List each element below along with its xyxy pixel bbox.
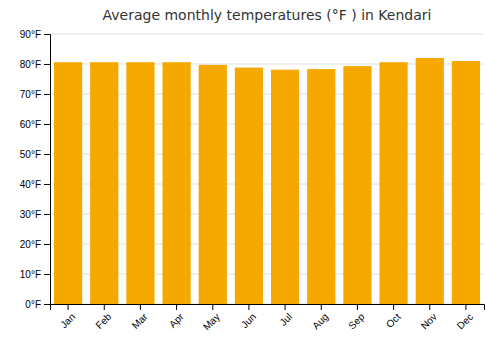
plot: 0°F 10°F 20°F 30°F 40°F 50°F 60°F 70°F 80°F 90°F J… bbox=[20, 29, 485, 333]
tick: Aug bbox=[310, 304, 330, 331]
tick-label: 0°F bbox=[25, 299, 41, 310]
grid-line bbox=[50, 34, 484, 35]
tick: Jan bbox=[58, 304, 77, 330]
tick: 70°F bbox=[20, 89, 50, 100]
tick-label: Jan bbox=[58, 311, 77, 330]
tick-mark bbox=[465, 304, 466, 310]
tick-mark bbox=[44, 214, 50, 215]
tick-mark bbox=[140, 304, 141, 310]
tick-label: Oct bbox=[384, 311, 403, 330]
tick-mark bbox=[44, 64, 50, 65]
tick: Mar bbox=[130, 304, 150, 331]
tick: 20°F bbox=[20, 239, 50, 250]
tick-mark bbox=[44, 304, 50, 305]
tick: 0°F bbox=[25, 299, 50, 310]
tick-mark bbox=[248, 304, 249, 310]
tick-mark bbox=[44, 184, 50, 185]
tick-label: 80°F bbox=[20, 59, 41, 70]
tick-label: May bbox=[201, 311, 222, 332]
y-axis: 0°F 10°F 20°F 30°F 40°F 50°F 60°F 70°F 80°F 90°F bbox=[20, 29, 51, 310]
tick-label: Jul bbox=[277, 311, 294, 328]
tick-label: 70°F bbox=[20, 89, 41, 100]
axis-line bbox=[44, 35, 51, 305]
tick-label: 40°F bbox=[20, 179, 41, 190]
tick: May bbox=[201, 304, 222, 332]
tick-label: 60°F bbox=[20, 119, 41, 130]
tick-mark bbox=[429, 304, 430, 310]
bar bbox=[416, 58, 444, 304]
tick-label: Apr bbox=[167, 311, 186, 330]
bar bbox=[271, 70, 299, 304]
bar bbox=[452, 61, 480, 304]
tick-mark bbox=[393, 304, 394, 310]
tick: Sep bbox=[346, 304, 367, 331]
tick-mark bbox=[321, 304, 322, 310]
tick-mark bbox=[44, 34, 50, 35]
tick-label: Jun bbox=[239, 311, 258, 330]
bar bbox=[54, 62, 82, 304]
bar bbox=[126, 62, 154, 304]
tick: Oct bbox=[384, 304, 403, 330]
bar bbox=[235, 68, 263, 304]
grid bbox=[50, 34, 484, 304]
tick: Jun bbox=[239, 304, 258, 330]
tick: 80°F bbox=[20, 59, 50, 70]
bar bbox=[90, 62, 118, 304]
tick: 40°F bbox=[20, 179, 50, 190]
tick-label: Sep bbox=[346, 311, 367, 332]
tick-label: Mar bbox=[130, 311, 150, 331]
bar bbox=[307, 69, 335, 304]
tick-mark bbox=[44, 94, 50, 95]
tick-mark bbox=[44, 244, 50, 245]
bar bbox=[199, 65, 227, 304]
bars bbox=[54, 58, 480, 304]
tick-label: Aug bbox=[310, 311, 330, 331]
tick-mark bbox=[104, 304, 105, 310]
tick-label: 90°F bbox=[20, 29, 41, 40]
tick: 50°F bbox=[20, 149, 50, 160]
tick-label: Nov bbox=[419, 311, 439, 331]
tick-mark bbox=[44, 124, 50, 125]
tick-mark bbox=[68, 304, 69, 310]
tick: 60°F bbox=[20, 119, 50, 130]
tick-label: 10°F bbox=[20, 269, 41, 280]
tick: Jul bbox=[277, 304, 294, 328]
bar bbox=[343, 66, 371, 304]
tick-mark bbox=[44, 154, 50, 155]
tick-mark bbox=[176, 304, 177, 310]
tick-mark bbox=[357, 304, 358, 310]
tick-label: Dec bbox=[455, 311, 475, 331]
tick-label: 20°F bbox=[20, 239, 41, 250]
bar bbox=[379, 62, 407, 304]
tick: Feb bbox=[93, 304, 113, 331]
tick-mark bbox=[44, 274, 50, 275]
title: Average monthly temperatures (°F ) in Ke… bbox=[103, 7, 432, 23]
bar bbox=[162, 62, 190, 304]
tick-mark bbox=[212, 304, 213, 310]
tick: Apr bbox=[167, 304, 186, 330]
tick: Dec bbox=[455, 304, 475, 331]
axis-line bbox=[51, 305, 485, 311]
chart: 0°F 10°F 20°F 30°F 40°F 50°F 60°F 70°F 80°F 90°F J… bbox=[0, 0, 500, 350]
tick: Nov bbox=[419, 304, 439, 331]
tick-label: 50°F bbox=[20, 149, 41, 160]
x-axis: Jan Feb Mar Apr May Jun Jul Aug Sep Oct Nov Dec bbox=[51, 304, 485, 332]
tick: 30°F bbox=[20, 209, 50, 220]
tick-label: Feb bbox=[93, 311, 113, 331]
tick: 10°F bbox=[20, 269, 50, 280]
tick-label: 30°F bbox=[20, 209, 41, 220]
tick: 90°F bbox=[20, 29, 50, 40]
tick-mark bbox=[285, 304, 286, 310]
